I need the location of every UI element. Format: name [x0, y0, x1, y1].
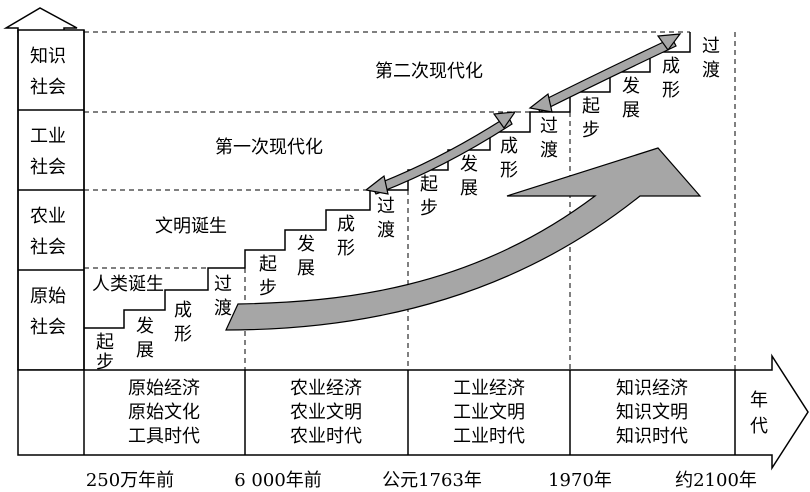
era-line: 知识时代 [616, 426, 688, 447]
era-line: 农业文明 [290, 402, 362, 423]
stair-develop-char2: 展 [136, 340, 154, 361]
stair-transition-char2: 渡 [540, 140, 558, 161]
double-arrow-first [364, 111, 517, 195]
stair-develop-char2: 展 [460, 178, 478, 199]
society-labels: 知识 社会 工业 社会 农业 社会 原始 社会 [30, 46, 66, 338]
double-arrow-second [528, 33, 682, 113]
level-primitive-line1: 原始 [30, 286, 66, 307]
stair-develop-char2: 展 [622, 100, 640, 121]
stair-labels: 起 步 发 展 成 形 过 渡 起 步 发 展 成 形 过 渡 起 步 发 展 … [96, 36, 720, 373]
staircase [84, 32, 691, 329]
level-industrial-line2: 社会 [30, 157, 66, 178]
era-line: 工具时代 [128, 426, 200, 447]
human-birth-label: 人类诞生 [92, 274, 164, 295]
stair-transition-char1: 过 [214, 274, 232, 295]
stair-develop-char1: 发 [136, 316, 154, 337]
stair-start-char2: 步 [420, 198, 438, 219]
stair-transition-char1: 过 [377, 196, 395, 217]
stair-transition-char1: 过 [540, 116, 558, 137]
era-line: 知识经济 [616, 378, 688, 399]
first-modernization-label: 第一次现代化 [215, 137, 323, 158]
stair-form-char1: 成 [174, 300, 192, 321]
axis-unit-line2: 代 [750, 416, 768, 437]
stair-start-char2: 步 [582, 120, 600, 141]
era-line: 工业经济 [453, 378, 525, 399]
level-knowledge-line1: 知识 [30, 46, 66, 67]
stair-form-char2: 形 [337, 238, 355, 259]
date-label: 约2100年 [675, 470, 757, 491]
date-labels: 250万年前 6 000年前 公元1763年 1970年 约2100年 [86, 470, 757, 491]
era-line: 原始经济 [128, 378, 200, 399]
stair-transition-char1: 过 [702, 36, 720, 57]
era-primitive: 原始经济 原始文化 工具时代 [128, 378, 200, 447]
era-line: 农业经济 [290, 378, 362, 399]
stair-transition-char2: 渡 [702, 60, 720, 81]
date-label: 公元1763年 [382, 470, 482, 491]
era-industrial: 工业经济 工业文明 工业时代 [453, 378, 525, 447]
stair-start-char1: 起 [420, 174, 438, 195]
stair-transition-char2: 渡 [377, 220, 395, 241]
stair-start-char2: 步 [96, 352, 114, 373]
stair-form-char1: 成 [337, 214, 355, 235]
date-label: 1970年 [548, 470, 612, 491]
stair-form-char2: 形 [500, 160, 518, 181]
stair-transition-char2: 渡 [214, 298, 232, 319]
era-knowledge: 知识经济 知识文明 知识时代 [616, 378, 688, 447]
stair-develop-char1: 发 [460, 154, 478, 175]
stair-form-char2: 形 [662, 80, 680, 101]
stair-form-char1: 成 [500, 136, 518, 157]
stair-start-char1: 起 [582, 96, 600, 117]
stair-develop-char1: 发 [297, 234, 315, 255]
era-line: 工业文明 [453, 402, 525, 423]
date-label: 250万年前 [86, 470, 174, 491]
stair-start-char1: 起 [96, 332, 114, 353]
level-primitive-line2: 社会 [30, 317, 66, 338]
second-modernization-label: 第二次现代化 [375, 61, 483, 82]
horizontal-axis [17, 353, 809, 471]
date-label: 6 000年前 [234, 470, 322, 491]
vertical-axis [3, 7, 85, 455]
stair-form-char1: 成 [662, 56, 680, 77]
stair-form-char2: 形 [174, 324, 192, 345]
stair-start-char2: 步 [259, 278, 277, 299]
stair-start-char1: 起 [259, 254, 277, 275]
era-line: 原始文化 [128, 402, 200, 423]
level-agricultural-line2: 社会 [30, 237, 66, 258]
era-line: 农业时代 [290, 426, 362, 447]
growth-arrow [225, 147, 702, 331]
axis-unit-line1: 年 [750, 390, 768, 411]
era-line: 知识文明 [616, 402, 688, 423]
level-knowledge-line2: 社会 [30, 77, 66, 98]
civilization-birth-label: 文明诞生 [155, 216, 227, 237]
era-line: 工业时代 [453, 426, 525, 447]
level-agricultural-line1: 农业 [30, 206, 66, 227]
level-industrial-line1: 工业 [30, 126, 66, 147]
stair-develop-char1: 发 [622, 76, 640, 97]
era-agricultural: 农业经济 农业文明 农业时代 [290, 378, 362, 447]
stair-develop-char2: 展 [297, 258, 315, 279]
